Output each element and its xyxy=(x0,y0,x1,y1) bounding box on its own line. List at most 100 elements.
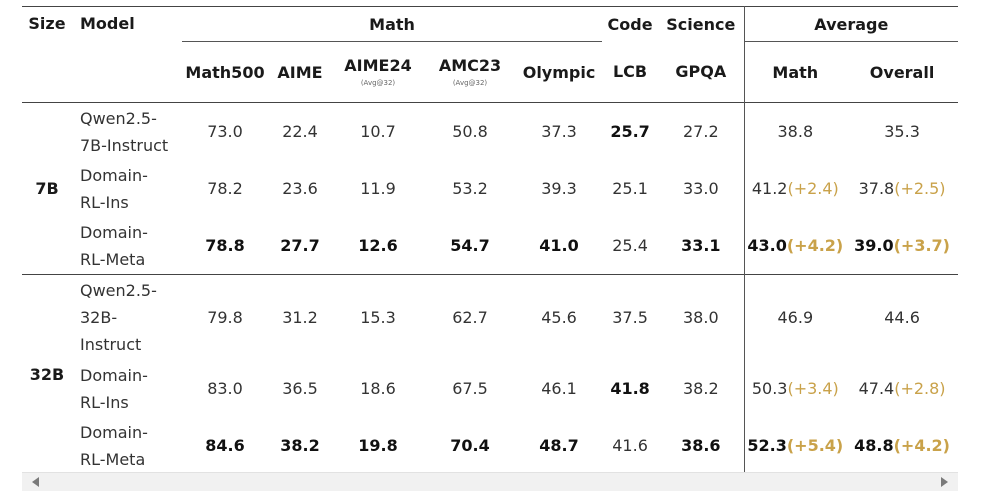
average-cell-math: 52.3(+5.4) xyxy=(743,417,847,475)
model-name-line: Instruct xyxy=(80,335,142,354)
header-group-science: Science xyxy=(666,14,736,34)
header-avg-math: Math xyxy=(743,41,847,103)
table-row: Domain- RL-Meta 84.6 38.2 19.8 70.4 48.7 41.6 38… xyxy=(22,417,959,475)
score-cell-lcb: 41.6 xyxy=(612,436,648,455)
header-lcb: LCB xyxy=(612,62,648,82)
table-row: Domain- RL-Meta 78.8 27.7 12.6 54.7 41.0 25.4 33… xyxy=(22,217,959,275)
average-value: 37.8 xyxy=(858,179,895,198)
score-cell-math500: 79.8 xyxy=(207,308,243,327)
score-cell-gpqa: 27.2 xyxy=(683,122,719,141)
model-cell: Domain- RL-Meta xyxy=(72,217,182,275)
score-cell-amc23: 50.8 xyxy=(452,122,488,141)
average-cell-overall: 44.6 xyxy=(846,275,958,361)
score-cell-aime: 27.7 xyxy=(280,236,320,255)
score-cell-olympic: 41.0 xyxy=(539,236,579,255)
triangle-left-icon[interactable] xyxy=(32,477,39,487)
table-header: Size Model Math Code Science Average Mat… xyxy=(22,6,959,103)
score-cell-aime24: 11.9 xyxy=(360,179,396,198)
score-cell-aime24: 18.6 xyxy=(360,379,396,398)
score-cell-gpqa: 38.0 xyxy=(683,308,719,327)
header-amc23-sub: (Avg@32) xyxy=(452,79,488,88)
score-cell-amc23: 67.5 xyxy=(452,379,488,398)
average-value: 41.2 xyxy=(751,179,788,198)
average-value: 43.0 xyxy=(747,236,787,255)
score-cell-olympic: 46.1 xyxy=(541,379,577,398)
average-value: 48.8 xyxy=(854,436,894,455)
average-cell-overall: 37.8(+2.5) xyxy=(846,160,958,217)
score-cell-math500: 78.2 xyxy=(207,179,243,198)
average-cell-math: 43.0(+4.2) xyxy=(743,217,847,275)
average-value: 47.4 xyxy=(858,379,895,398)
score-cell-olympic: 39.3 xyxy=(541,179,577,198)
score-cell-math500: 84.6 xyxy=(205,436,245,455)
score-cell-amc23: 53.2 xyxy=(452,179,488,198)
header-group-code: Code xyxy=(607,14,653,34)
score-cell-aime: 38.2 xyxy=(280,436,320,455)
model-name-line: RL-Meta xyxy=(80,449,146,469)
model-name-line: Domain- xyxy=(80,422,148,442)
average-cell-math: 41.2(+2.4) xyxy=(743,160,847,217)
model-cell: Qwen2.5- 32B- Instruct xyxy=(72,275,182,361)
header-aime: AIME xyxy=(277,62,323,82)
score-cell-lcb: 25.4 xyxy=(612,236,648,255)
results-table: Size Model Math Code Science Average Mat… xyxy=(22,6,959,475)
model-name-line: RL-Ins xyxy=(80,192,129,212)
header-aime24-label: AIME24 xyxy=(344,55,412,75)
score-cell-amc23: 62.7 xyxy=(452,308,488,327)
table-row: Domain- RL-Ins 78.2 23.6 11.9 53.2 39.3 25.1 33.… xyxy=(22,160,958,217)
model-cell: Qwen2.5- 7B-Instruct xyxy=(72,103,182,161)
header-aime24: AIME24 (Avg@32) xyxy=(332,42,424,103)
header-amc23: AMC23 (Avg@32) xyxy=(424,42,516,103)
model-name-line: RL-Ins xyxy=(80,392,129,412)
score-cell-lcb: 41.8 xyxy=(610,379,650,398)
model-name-line: RL-Meta xyxy=(80,249,146,269)
score-cell-aime24: 10.7 xyxy=(360,122,396,141)
average-cell-overall: 48.8(+4.2) xyxy=(846,417,958,475)
average-gain: (+2.5) xyxy=(894,179,946,198)
score-cell-lcb: 25.1 xyxy=(612,179,648,198)
average-value: 52.3 xyxy=(747,436,787,455)
header-aime24-sub: (Avg@32) xyxy=(360,79,396,88)
header-size: Size xyxy=(28,14,66,33)
average-value: 46.9 xyxy=(777,308,814,327)
model-name-line: 32B- xyxy=(80,308,118,327)
score-cell-aime: 22.4 xyxy=(282,122,318,141)
horizontal-scrollbar[interactable] xyxy=(22,472,958,491)
average-cell-math: 50.3(+3.4) xyxy=(743,360,847,417)
score-cell-olympic: 48.7 xyxy=(539,436,579,455)
model-cell: Domain- RL-Ins xyxy=(72,360,182,417)
score-cell-gpqa: 38.2 xyxy=(683,379,719,398)
table-row: Domain- RL-Ins 83.0 36.5 18.6 67.5 46.1 41.8 38.… xyxy=(22,360,958,417)
header-group-average: Average xyxy=(743,6,959,42)
model-cell: Domain- RL-Ins xyxy=(72,160,182,217)
score-cell-gpqa: 33.1 xyxy=(681,236,721,255)
average-value: 39.0 xyxy=(854,236,894,255)
score-cell-aime: 36.5 xyxy=(282,379,318,398)
score-cell-gpqa: 38.6 xyxy=(681,436,721,455)
results-table-container: Size Model Math Code Science Average Mat… xyxy=(22,6,959,475)
header-avg-overall: Overall xyxy=(869,62,935,82)
header-gpqa: GPQA xyxy=(675,62,727,82)
score-cell-math500: 73.0 xyxy=(207,122,243,141)
score-cell-math500: 83.0 xyxy=(207,379,243,398)
average-value: 35.3 xyxy=(884,122,920,141)
score-cell-amc23: 54.7 xyxy=(450,236,490,255)
average-cell-math: 46.9 xyxy=(743,274,847,360)
score-cell-gpqa: 33.0 xyxy=(683,179,719,198)
average-gain: (+2.8) xyxy=(894,379,946,398)
model-name-line: 7B-Instruct xyxy=(80,135,169,155)
triangle-right-icon[interactable] xyxy=(941,477,948,487)
score-cell-olympic: 45.6 xyxy=(541,308,577,327)
score-cell-lcb: 25.7 xyxy=(610,122,650,141)
average-gain: (+5.4) xyxy=(786,436,844,455)
model-name-line: Qwen2.5- xyxy=(80,108,157,128)
average-cell-overall: 35.3 xyxy=(846,103,958,161)
header-group-math: Math xyxy=(182,6,603,42)
score-cell-math500: 78.8 xyxy=(205,236,245,255)
header-math500: Math500 xyxy=(185,62,265,82)
size-cell: 7B xyxy=(35,179,59,198)
average-cell-math: 38.8 xyxy=(743,102,847,160)
header-olympic: Olympic xyxy=(522,62,596,82)
average-value: 50.3 xyxy=(751,379,788,398)
table-row: 32B Qwen2.5- 32B- Instruct 79.8 31.2 15.3 62.7 4… xyxy=(22,274,958,384)
